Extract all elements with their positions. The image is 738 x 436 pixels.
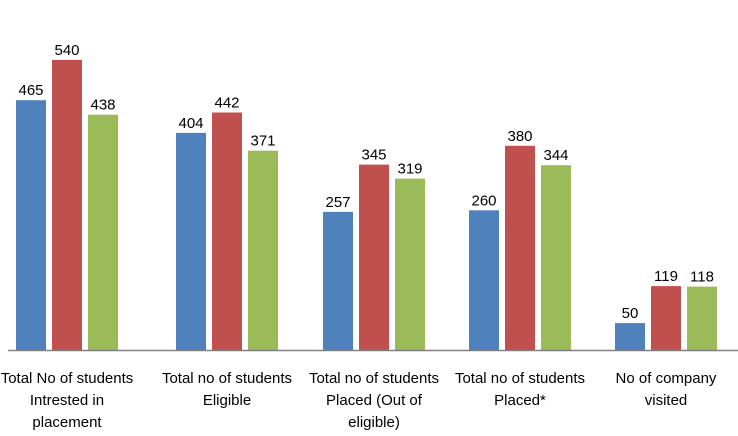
category-label-1: Total No of students Intrested in placemen… bbox=[1, 370, 134, 431]
data-label-series2-category3: 345 bbox=[361, 147, 386, 164]
data-label-series1-category2: 404 bbox=[178, 115, 203, 132]
bar-series2-category4 bbox=[505, 145, 535, 350]
category-label-3-line-1: Total no of students bbox=[309, 370, 439, 387]
data-label-series2-category2: 442 bbox=[214, 95, 239, 112]
data-label-series2-category1: 540 bbox=[54, 42, 79, 59]
value-labels-layer: 465 540 438 404 442 371 257 345 319 260 380 344 50 11… bbox=[18, 42, 713, 322]
data-label-series3-category1: 438 bbox=[90, 97, 115, 114]
data-label-series1-category1: 465 bbox=[18, 82, 43, 99]
data-label-series1-category5: 50 bbox=[622, 305, 639, 322]
data-label-series1-category4: 260 bbox=[471, 192, 496, 209]
data-label-series2-category4: 380 bbox=[507, 128, 532, 145]
data-label-series3-category5: 118 bbox=[690, 269, 714, 286]
category-label-3-line-2: Placed (Out of bbox=[326, 392, 423, 409]
bar-series1-category2 bbox=[176, 132, 206, 350]
bar-series2-category5 bbox=[651, 286, 681, 350]
bar-series3-category3 bbox=[395, 178, 425, 350]
category-label-4-line-1: Total no of students bbox=[455, 370, 585, 387]
bar-series3-category5 bbox=[687, 286, 717, 350]
category-labels-layer: Total No of students Intrested in placemen… bbox=[1, 370, 717, 431]
bar-series1-category5 bbox=[615, 323, 645, 350]
data-label-series1-category3: 257 bbox=[325, 194, 350, 211]
category-label-1-line-3: placement bbox=[32, 414, 102, 431]
category-label-4-line-2: Placed* bbox=[494, 392, 546, 409]
category-label-5-line-2: visited bbox=[645, 392, 688, 409]
data-label-series2-category5: 119 bbox=[654, 268, 678, 285]
category-label-5-line-1: No of company bbox=[616, 370, 717, 387]
category-label-3: Total no of students Placed (Out of eligib… bbox=[309, 370, 439, 431]
category-label-3-line-3: eligible) bbox=[348, 414, 400, 431]
category-label-1-line-2: Intrested in bbox=[30, 392, 104, 409]
category-label-2-line-2: Eligible bbox=[203, 392, 251, 409]
data-label-series3-category4: 344 bbox=[543, 147, 568, 164]
bar-series2-category1 bbox=[52, 59, 82, 351]
bar-series3-category4 bbox=[541, 165, 571, 350]
bar-series3-category2 bbox=[248, 150, 278, 350]
bar-series1-category1 bbox=[16, 100, 46, 350]
bar-series3-category1 bbox=[88, 114, 118, 350]
data-label-series3-category2: 371 bbox=[250, 133, 275, 150]
data-label-series3-category3: 319 bbox=[397, 161, 422, 178]
bar-series1-category4 bbox=[469, 210, 499, 350]
category-label-2: Total no of students Eligible bbox=[162, 370, 292, 409]
bar-series1-category3 bbox=[323, 211, 353, 350]
category-label-2-line-1: Total no of students bbox=[162, 370, 292, 387]
bar-series2-category2 bbox=[212, 112, 242, 350]
category-label-4: Total no of students Placed* bbox=[455, 370, 585, 409]
category-label-1-line-1: Total No of students bbox=[1, 370, 134, 387]
category-label-5: No of company visited bbox=[616, 370, 717, 409]
bar-series2-category3 bbox=[359, 164, 389, 350]
bars-layer bbox=[16, 59, 717, 351]
